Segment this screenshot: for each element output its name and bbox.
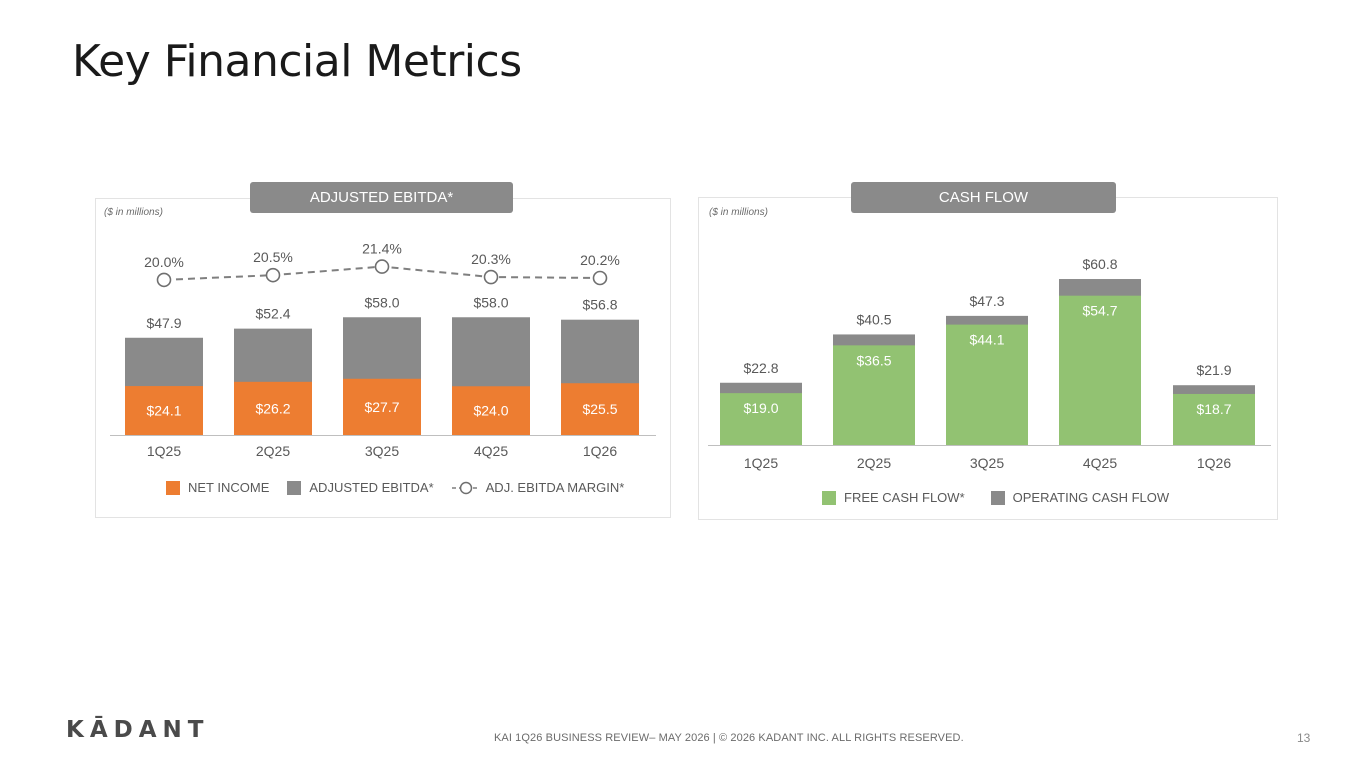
- page-number: 13: [1297, 731, 1311, 745]
- cash-flow-legend: FREE CASH FLOW* OPERATING CASH FLOW: [822, 490, 1169, 505]
- net-income-bar: [561, 383, 639, 435]
- legend-item-operating-cash-flow: OPERATING CASH FLOW: [990, 490, 1170, 505]
- net-income-bar: [234, 381, 312, 435]
- legend-label-adjusted-ebitda: ADJUSTED EBITDA*: [309, 480, 434, 495]
- margin-point: [156, 272, 172, 288]
- page-title: Key Financial Metrics: [72, 36, 522, 87]
- legend-item-margin: ADJ. EBITDA MARGIN*: [451, 480, 625, 495]
- legend-label-operating-cash-flow: OPERATING CASH FLOW: [1012, 490, 1170, 505]
- adjusted-ebitda-label: $52.4: [255, 306, 290, 322]
- ebitda-x-tick-label: 4Q25: [474, 443, 508, 459]
- free-cash-flow-label: $18.7: [1196, 401, 1231, 417]
- cash-flow-x-tick-label: 3Q25: [970, 455, 1004, 471]
- free-cash-flow-label: $44.1: [969, 332, 1004, 348]
- operating-cash-flow-swatch: [990, 490, 1005, 505]
- adjusted-ebitda-label: $58.0: [473, 294, 508, 310]
- margin-label: 20.0%: [144, 254, 184, 270]
- legend-label-margin: ADJ. EBITDA MARGIN*: [485, 480, 625, 495]
- free-cash-flow-bar: [946, 324, 1028, 445]
- free-cash-flow-label: $36.5: [856, 352, 891, 368]
- margin-point: [592, 270, 608, 286]
- ebitda-x-tick-label: 1Q25: [147, 443, 181, 459]
- free-cash-flow-bar: [833, 345, 915, 445]
- adjusted-ebitda-swatch: [287, 480, 302, 495]
- ebitda-legend: NET INCOME ADJUSTED EBITDA* ADJ. EBITDA …: [166, 480, 624, 495]
- free-cash-flow-bar: [720, 393, 802, 445]
- adjusted-ebitda-label: $47.9: [146, 315, 181, 331]
- margin-point: [265, 267, 281, 283]
- adjusted-ebitda-label: $58.0: [364, 294, 399, 310]
- net-income-label: $24.0: [473, 403, 508, 419]
- ebitda-chart-marks: $47.9 $24.1 1Q25 $52.4 $26.2 2Q25 $58.0 $27.7 3Q…: [110, 241, 656, 459]
- ebitda-units-note: ($ in millions): [104, 207, 163, 218]
- ebitda-chart-title: ADJUSTED EBITDA*: [250, 182, 513, 213]
- legend-label-net-income: NET INCOME: [188, 480, 270, 495]
- net-income-bar: [452, 386, 530, 435]
- free-cash-flow-label: $19.0: [743, 400, 778, 416]
- cash-flow-x-tick-label: 4Q25: [1083, 455, 1117, 471]
- legend-item-adjusted-ebitda: ADJUSTED EBITDA*: [287, 480, 434, 495]
- cash-flow-x-tick-label: 1Q26: [1197, 455, 1231, 471]
- net-income-swatch: [166, 480, 180, 495]
- cash-flow-x-tick-label: 1Q25: [744, 455, 778, 471]
- footer-text: KAI 1Q26 BUSINESS REVIEW– MAY 2026 | © 2…: [494, 732, 964, 744]
- margin-label: 21.4%: [362, 241, 402, 257]
- net-income-label: $24.1: [146, 403, 181, 419]
- margin-label: 20.5%: [253, 249, 293, 265]
- legend-label-free-cash-flow: FREE CASH FLOW*: [844, 490, 965, 505]
- free-cash-flow-label: $54.7: [1082, 303, 1117, 319]
- margin-label: 20.2%: [580, 252, 620, 268]
- net-income-label: $26.2: [255, 400, 290, 416]
- operating-cash-flow-label: $21.9: [1196, 362, 1231, 378]
- ebitda-x-tick-label: 2Q25: [256, 443, 290, 459]
- free-cash-flow-bar: [1059, 295, 1141, 445]
- net-income-bar: [125, 386, 203, 435]
- legend-item-free-cash-flow: FREE CASH FLOW*: [822, 490, 965, 505]
- ebitda-x-tick-label: 3Q25: [365, 443, 399, 459]
- net-income-label: $27.7: [364, 399, 399, 415]
- net-income-bar: [343, 378, 421, 435]
- cash-flow-x-tick-label: 2Q25: [857, 455, 891, 471]
- legend-item-net-income: NET INCOME: [166, 480, 269, 495]
- cash-flow-units-note: ($ in millions): [709, 207, 768, 218]
- operating-cash-flow-label: $40.5: [856, 311, 891, 327]
- free-cash-flow-swatch: [822, 490, 836, 505]
- operating-cash-flow-label: $47.3: [969, 293, 1004, 309]
- cash-flow-chart-title: CASH FLOW: [851, 182, 1116, 213]
- free-cash-flow-bar: [1173, 393, 1255, 445]
- cash-flow-chart-marks: $22.8 $19.0 1Q25 $40.5 $36.5 2Q25 $47.3 $44.1 3Q…: [708, 256, 1271, 471]
- operating-cash-flow-label: $60.8: [1082, 256, 1117, 272]
- margin-point: [374, 259, 390, 274]
- adjusted-ebitda-label: $56.8: [582, 297, 617, 313]
- margin-point: [483, 269, 499, 285]
- margin-label: 20.3%: [471, 251, 511, 267]
- ebitda-x-tick-label: 1Q26: [583, 443, 617, 459]
- kadant-logo: KĀDANT: [66, 717, 210, 743]
- net-income-label: $25.5: [582, 401, 617, 417]
- operating-cash-flow-label: $22.8: [743, 360, 778, 376]
- margin-line-marker-icon: [451, 481, 480, 494]
